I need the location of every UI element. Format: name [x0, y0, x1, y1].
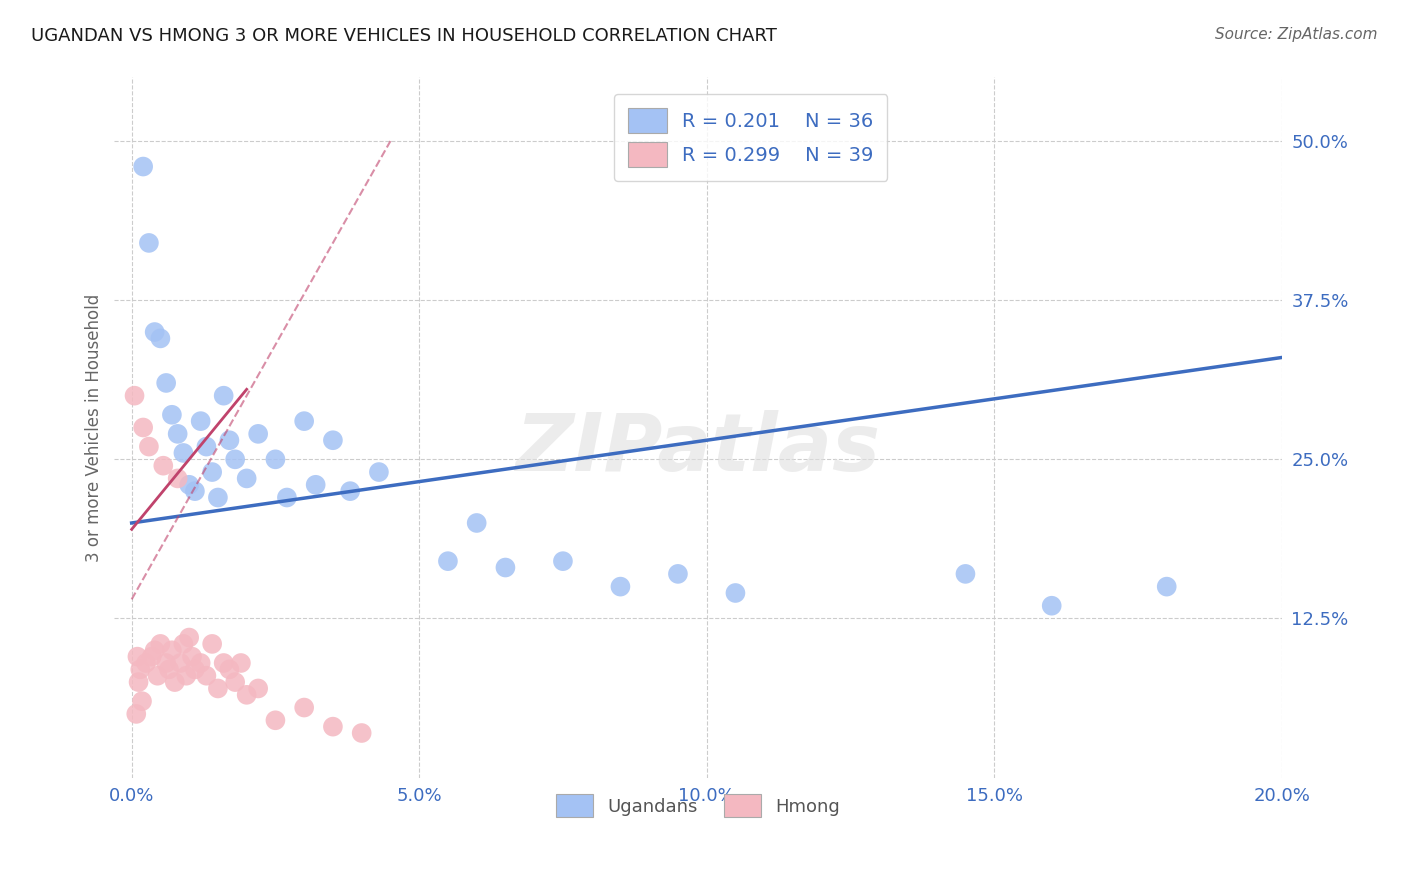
- Point: [339, 484, 361, 499]
- Point: [305, 477, 328, 491]
- Point: [149, 637, 172, 651]
- Point: [129, 662, 152, 676]
- Point: [224, 452, 246, 467]
- Point: [207, 491, 229, 505]
- Point: [127, 649, 149, 664]
- Point: [247, 426, 270, 441]
- Point: [264, 713, 287, 727]
- Point: [166, 471, 188, 485]
- Point: [218, 434, 240, 448]
- Point: [132, 160, 155, 174]
- Point: [190, 656, 212, 670]
- Y-axis label: 3 or more Vehicles in Household: 3 or more Vehicles in Household: [86, 293, 103, 562]
- Point: [166, 426, 188, 441]
- Point: [125, 706, 148, 721]
- Point: [247, 681, 270, 696]
- Point: [124, 389, 146, 403]
- Point: [551, 554, 574, 568]
- Point: [276, 491, 298, 505]
- Point: [195, 440, 218, 454]
- Point: [138, 440, 160, 454]
- Point: [181, 649, 204, 664]
- Point: [157, 662, 180, 676]
- Point: [218, 662, 240, 676]
- Point: [465, 516, 488, 530]
- Point: [172, 637, 194, 651]
- Point: [179, 631, 201, 645]
- Point: [160, 643, 183, 657]
- Point: [128, 675, 150, 690]
- Point: [149, 331, 172, 345]
- Point: [224, 675, 246, 690]
- Point: [160, 408, 183, 422]
- Point: [152, 458, 174, 473]
- Point: [207, 681, 229, 696]
- Point: [322, 720, 344, 734]
- Point: [155, 656, 177, 670]
- Point: [143, 643, 166, 657]
- Point: [138, 235, 160, 250]
- Point: [212, 656, 235, 670]
- Point: [212, 389, 235, 403]
- Point: [609, 580, 631, 594]
- Text: ZIPatlas: ZIPatlas: [516, 409, 880, 488]
- Point: [724, 586, 747, 600]
- Point: [169, 656, 191, 670]
- Point: [195, 669, 218, 683]
- Point: [155, 376, 177, 390]
- Point: [368, 465, 391, 479]
- Point: [131, 694, 153, 708]
- Point: [190, 414, 212, 428]
- Point: [292, 414, 315, 428]
- Point: [201, 465, 224, 479]
- Point: [666, 566, 689, 581]
- Point: [350, 726, 373, 740]
- Point: [184, 662, 207, 676]
- Point: [132, 420, 155, 434]
- Point: [174, 669, 197, 683]
- Point: [292, 700, 315, 714]
- Point: [235, 688, 257, 702]
- Text: Source: ZipAtlas.com: Source: ZipAtlas.com: [1215, 27, 1378, 42]
- Legend: Ugandans, Hmong: Ugandans, Hmong: [550, 787, 846, 824]
- Point: [179, 477, 201, 491]
- Point: [235, 471, 257, 485]
- Point: [163, 675, 186, 690]
- Point: [146, 669, 169, 683]
- Point: [264, 452, 287, 467]
- Point: [1040, 599, 1063, 613]
- Point: [494, 560, 516, 574]
- Point: [201, 637, 224, 651]
- Point: [322, 434, 344, 448]
- Point: [172, 446, 194, 460]
- Point: [143, 325, 166, 339]
- Point: [955, 566, 977, 581]
- Text: UGANDAN VS HMONG 3 OR MORE VEHICLES IN HOUSEHOLD CORRELATION CHART: UGANDAN VS HMONG 3 OR MORE VEHICLES IN H…: [31, 27, 776, 45]
- Point: [141, 649, 163, 664]
- Point: [1156, 580, 1178, 594]
- Point: [184, 484, 207, 499]
- Point: [437, 554, 460, 568]
- Point: [229, 656, 252, 670]
- Point: [135, 656, 157, 670]
